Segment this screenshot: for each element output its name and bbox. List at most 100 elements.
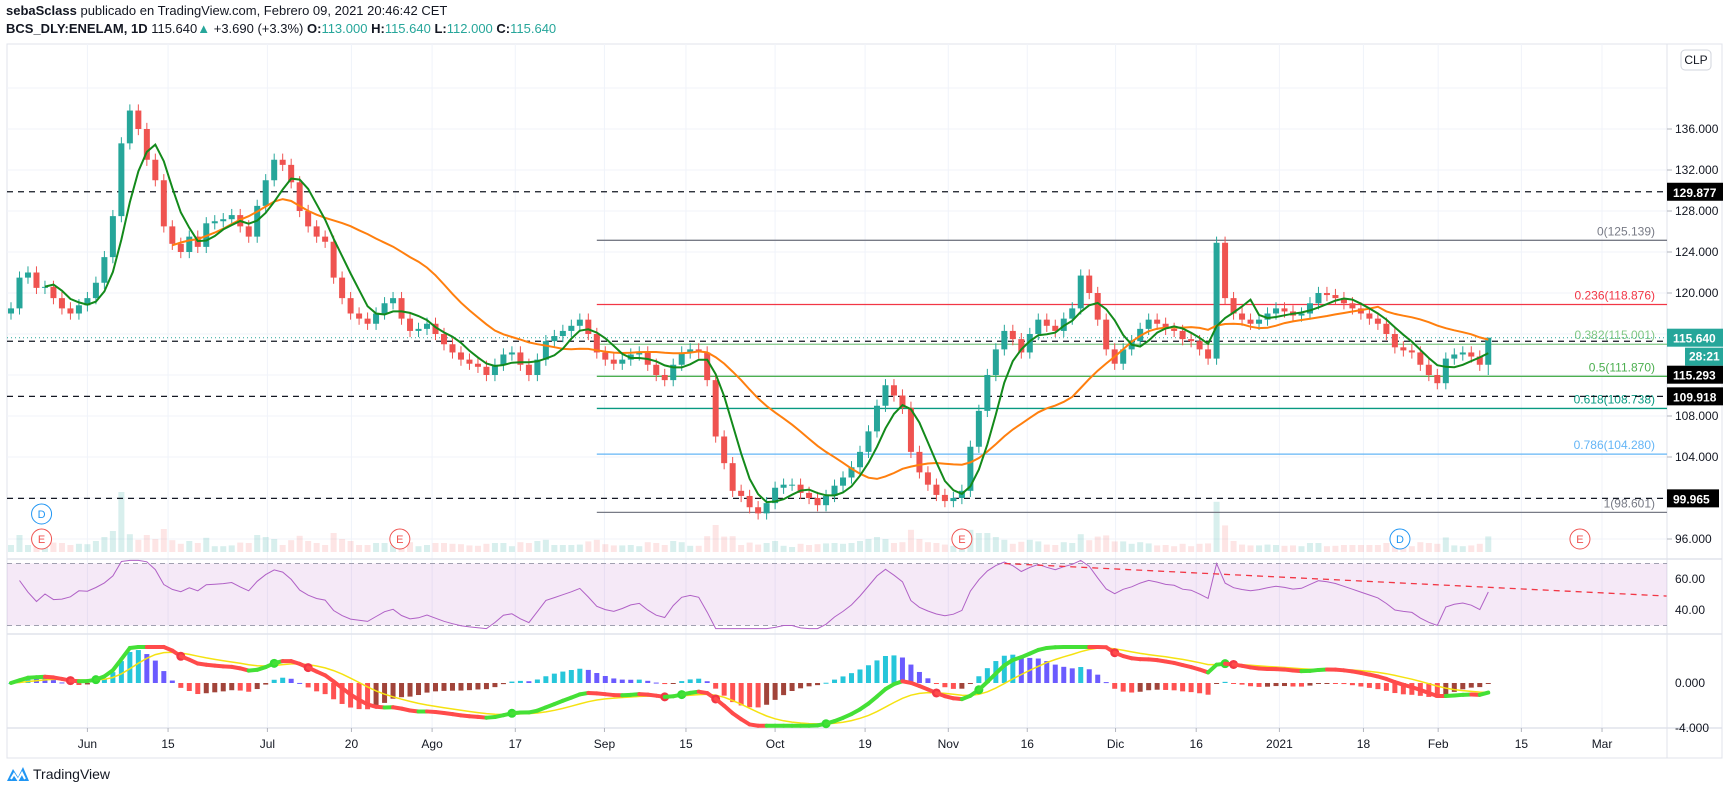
volume-bar	[916, 539, 923, 552]
candle-body	[585, 319, 592, 334]
candle-body	[415, 328, 422, 331]
macd-histogram-bar	[1095, 674, 1101, 683]
candle-body	[1273, 308, 1280, 314]
fib-level-label: 1(98.601)	[1604, 496, 1655, 510]
macd-histogram-bar	[865, 665, 871, 683]
volume-bar	[194, 543, 201, 552]
volume-bar	[610, 545, 617, 552]
earnings-marker-icon	[1569, 528, 1591, 550]
macd-histogram-bar	[297, 682, 303, 684]
macd-histogram-bar	[1315, 683, 1321, 684]
volume-bar	[1273, 545, 1280, 552]
volume-bar	[390, 545, 397, 552]
open-value: 113.000	[321, 21, 368, 36]
volume-bar	[1468, 545, 1475, 552]
price-axis-label: 104.000	[1675, 450, 1719, 464]
macd-histogram-bar	[1358, 683, 1364, 687]
volume-bar	[1086, 540, 1093, 552]
time-axis-label: 15	[161, 737, 175, 751]
candle-body	[653, 364, 660, 375]
candle-body	[525, 364, 532, 375]
event-marker-label: E	[1576, 534, 1583, 546]
macd-histogram-bar	[1171, 683, 1177, 691]
macd-histogram-bar	[687, 679, 693, 683]
rsi-trendline	[1004, 562, 1667, 597]
volume-bar	[237, 542, 244, 552]
candle-body	[364, 318, 371, 324]
currency-button[interactable]	[1680, 49, 1712, 71]
candle-body	[24, 272, 31, 278]
volume-bar	[534, 541, 541, 552]
volume-bar	[322, 545, 329, 552]
tradingview-logo[interactable]: TradingView	[6, 765, 110, 783]
candle-body	[143, 129, 150, 160]
volume-bar	[1162, 545, 1169, 552]
candle-body	[610, 359, 617, 364]
macd-histogram-bar	[1180, 683, 1186, 692]
macd-histogram-bar	[161, 671, 167, 683]
volume-bar	[186, 541, 193, 552]
candle-body	[1315, 293, 1322, 304]
volume-bar	[712, 525, 719, 552]
volume-bar	[1366, 545, 1373, 552]
macd-histogram-bar	[390, 683, 396, 699]
open-label: O:	[306, 21, 322, 36]
volume-bar	[542, 539, 549, 552]
volume-bar	[653, 543, 660, 552]
macd-histogram-bar	[1052, 664, 1058, 683]
macd-histogram-bar	[1383, 683, 1389, 691]
volume-bar	[559, 545, 566, 552]
volume-bar	[890, 543, 897, 552]
candle-body	[1009, 330, 1016, 340]
sma-fast-line	[44, 143, 1489, 504]
volume-bar	[823, 543, 830, 552]
candle-body	[1035, 319, 1042, 334]
candle-body	[661, 375, 668, 381]
candle-body	[1417, 352, 1424, 365]
volume-bar	[1315, 543, 1322, 552]
macd-histogram-bar	[713, 683, 719, 689]
candle-body	[398, 298, 405, 319]
volume-bar	[415, 546, 422, 552]
macd-histogram-bar	[568, 670, 574, 683]
macd-histogram-bar	[577, 668, 583, 683]
candle-body	[517, 352, 524, 365]
candle-body	[262, 180, 269, 206]
macd-histogram-bar	[594, 673, 600, 683]
volume-bar	[279, 545, 286, 552]
volume-bar	[1332, 545, 1339, 552]
volume-bar	[8, 545, 14, 552]
candle-body	[1332, 295, 1339, 299]
volume-bar	[305, 541, 312, 552]
macd-histogram-bar	[602, 675, 608, 683]
volume-bar	[457, 544, 464, 552]
volume-bar	[347, 541, 354, 552]
candle-body	[288, 164, 295, 183]
volume-bar	[288, 540, 295, 552]
macd-histogram-bar	[1146, 683, 1152, 691]
candle-body	[916, 451, 923, 473]
macd-histogram-bar	[1273, 683, 1279, 687]
volume-bar	[160, 529, 167, 552]
volume-bar	[381, 543, 388, 552]
macd-histogram-bar	[1222, 681, 1228, 683]
symbol-name[interactable]: BCS_DLY:ENELAM, 1D	[6, 21, 148, 36]
volume-bar	[1349, 545, 1356, 552]
volume-bar	[84, 544, 91, 552]
volume-bar	[576, 544, 583, 552]
volume-bar	[1205, 543, 1212, 552]
macd-histogram-bar	[1248, 683, 1254, 687]
event-marker-label: D	[38, 509, 46, 521]
macd-histogram-bar	[1231, 683, 1237, 684]
candle-body	[118, 143, 125, 217]
macd-histogram-bar	[1375, 683, 1381, 690]
time-axis-label: 20	[345, 737, 359, 751]
chart-frame	[6, 43, 1723, 759]
macd-histogram-bar	[254, 683, 260, 690]
macd-histogram-bar	[1282, 683, 1287, 687]
volume-bar	[211, 546, 218, 552]
candle-body	[831, 485, 838, 496]
candle-body	[33, 272, 40, 288]
macd-histogram-bar	[899, 657, 905, 683]
